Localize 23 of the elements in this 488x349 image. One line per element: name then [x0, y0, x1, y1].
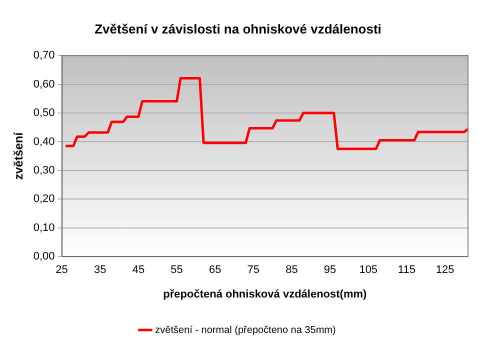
- y-tick-label: 0,50: [33, 107, 55, 120]
- x-tick-label: 85: [286, 264, 298, 276]
- chart-title: Zvětšení v závislosti na ohniskové vzdálenosti: [94, 21, 382, 36]
- x-tick-label: 125: [436, 264, 454, 276]
- y-tick-label: 0,20: [33, 193, 55, 206]
- x-axis-title: přepočtená ohnisková vzdálenost(mm): [163, 288, 368, 300]
- x-tick-label: 105: [359, 264, 378, 276]
- y-tick-label: 0,70: [33, 50, 55, 62]
- legend-label: zvětšení - normal (přepočteno na 35mm): [155, 324, 336, 336]
- x-tick-label: 65: [208, 264, 222, 276]
- y-tick-label: 0,30: [33, 164, 55, 176]
- x-tick-label: 25: [56, 264, 68, 276]
- y-tick-label: 0,10: [33, 222, 55, 234]
- x-tick-label: 35: [94, 264, 106, 276]
- x-tick-label: 55: [170, 264, 183, 276]
- y-tick-label: 0,00: [33, 250, 55, 263]
- x-tick-label: 95: [324, 264, 336, 276]
- y-axis-title: zvětšení: [12, 132, 26, 180]
- y-tick-label: 0,60: [33, 78, 55, 90]
- x-tick-label: 115: [398, 264, 416, 276]
- x-tick-label: 75: [247, 264, 260, 276]
- x-tick-label: 45: [132, 264, 145, 276]
- y-tick-label: 0,40: [33, 136, 55, 148]
